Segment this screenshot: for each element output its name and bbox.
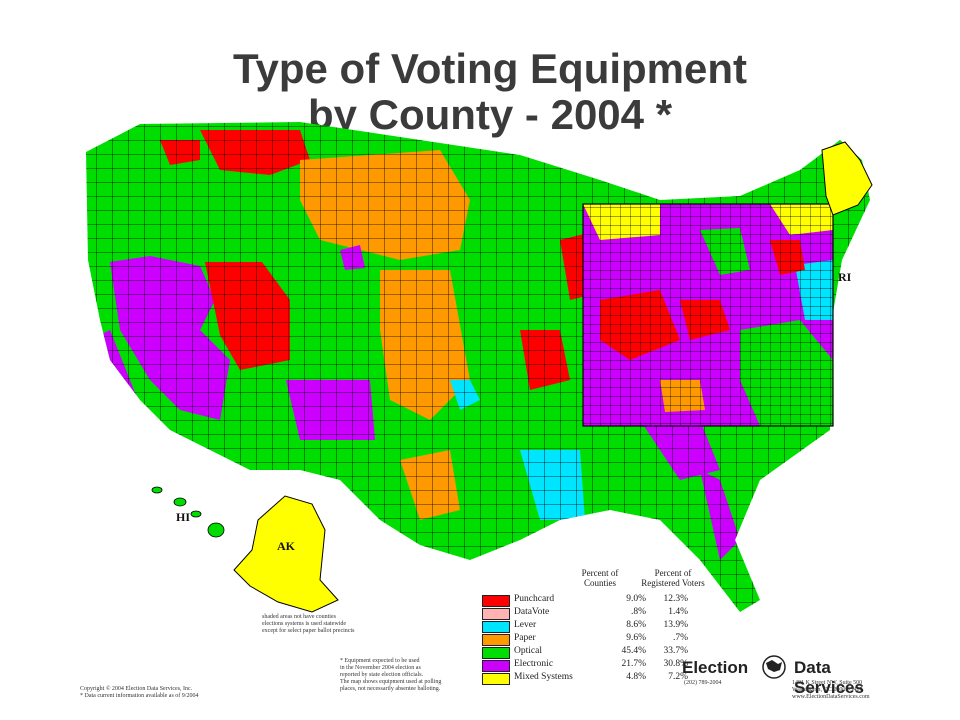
legend-swatch — [482, 660, 510, 672]
legend-percent-counties: 45.4% — [621, 646, 646, 656]
legend-percent-counties: 8.6% — [626, 620, 646, 630]
title-line-1: Type of Voting Equipment — [232, 45, 748, 92]
legend-percent-voters: 13.9% — [663, 620, 688, 630]
map-title: Type of Voting Equipment by County - 200… — [190, 46, 790, 138]
company-address: 1401 K Street NW, Suite 500 Washington, … — [792, 680, 870, 700]
legend-percent-counties: .8% — [630, 607, 646, 617]
legend-row: Optical 45.4% 33.7% — [478, 646, 738, 659]
legend-header-counties: Percent of Counties — [581, 568, 619, 588]
label-hi: HI — [176, 510, 191, 524]
legend-name: Mixed Systems — [514, 672, 573, 682]
datavote-patch-region — [118, 440, 138, 462]
label-ak: AK — [277, 539, 295, 553]
hawaii-islands — [151, 486, 225, 538]
legend-row: Mixed Systems 4.8% 7.2% — [478, 672, 738, 685]
footnote: * Equipment expected to be used in the N… — [340, 658, 442, 692]
legend-percent-voters: 7.2% — [668, 672, 688, 682]
label-ri: RI — [838, 270, 852, 284]
legend-swatch — [482, 673, 510, 685]
legend-name: Lever — [514, 620, 537, 630]
legend-name: Electronic — [514, 659, 554, 669]
company-name-2: Data Services — [794, 658, 864, 697]
company-name-1: Election — [682, 658, 749, 677]
legend-name: Punchcard — [514, 594, 555, 604]
alaska-shape — [233, 495, 339, 613]
legend-row: Punchcard 9.0% 12.3% — [478, 594, 738, 607]
legend-percent-voters: 33.7% — [663, 646, 688, 656]
company-logo-block: Election Data Services (202) 789-2004 14… — [682, 654, 882, 704]
legend-percent-voters: 12.3% — [663, 594, 688, 604]
legend-percent-voters: 30.8% — [663, 659, 688, 669]
legend-swatch — [482, 608, 510, 620]
legend-percent-counties: 4.8% — [626, 672, 646, 682]
inset-county-borders — [583, 204, 833, 426]
legend-row: Lever 8.6% 13.9% — [478, 620, 738, 633]
legend-name: Optical — [514, 646, 542, 656]
legend-row: Electronic 21.7% 30.8% — [478, 659, 738, 672]
legend-row: Paper 9.6% .7% — [478, 633, 738, 646]
legend-name: DataVote — [514, 607, 550, 617]
legend-swatch — [482, 595, 510, 607]
legend-percent-counties: 21.7% — [621, 659, 646, 669]
globe-icon — [762, 655, 786, 679]
maine-region — [821, 141, 873, 216]
copyright: Copyright © 2004 Election Data Services,… — [80, 686, 199, 699]
legend-row: DataVote .8% 1.4% — [478, 607, 738, 620]
company-phone: (202) 789-2004 — [684, 680, 722, 686]
legend-swatch — [482, 647, 510, 659]
legend: Percent of Counties Percent of Registere… — [478, 566, 738, 686]
legend-percent-counties: 9.6% — [626, 633, 646, 643]
legend-header-voters: Percent of Registered Voters — [641, 568, 705, 588]
northeast-inset — [582, 203, 834, 427]
legend-swatch — [482, 634, 510, 646]
inset-frame — [582, 203, 834, 427]
legend-percent-voters: 1.4% — [668, 607, 688, 617]
title-line-2: by County - 2004 * — [307, 91, 673, 138]
legend-percent-counties: 9.0% — [626, 594, 646, 604]
legend-name: Paper — [514, 633, 536, 643]
shaded-note: shaded areas not have counties elections… — [262, 614, 355, 634]
legend-percent-voters: .7% — [672, 633, 688, 643]
legend-swatch — [482, 621, 510, 633]
